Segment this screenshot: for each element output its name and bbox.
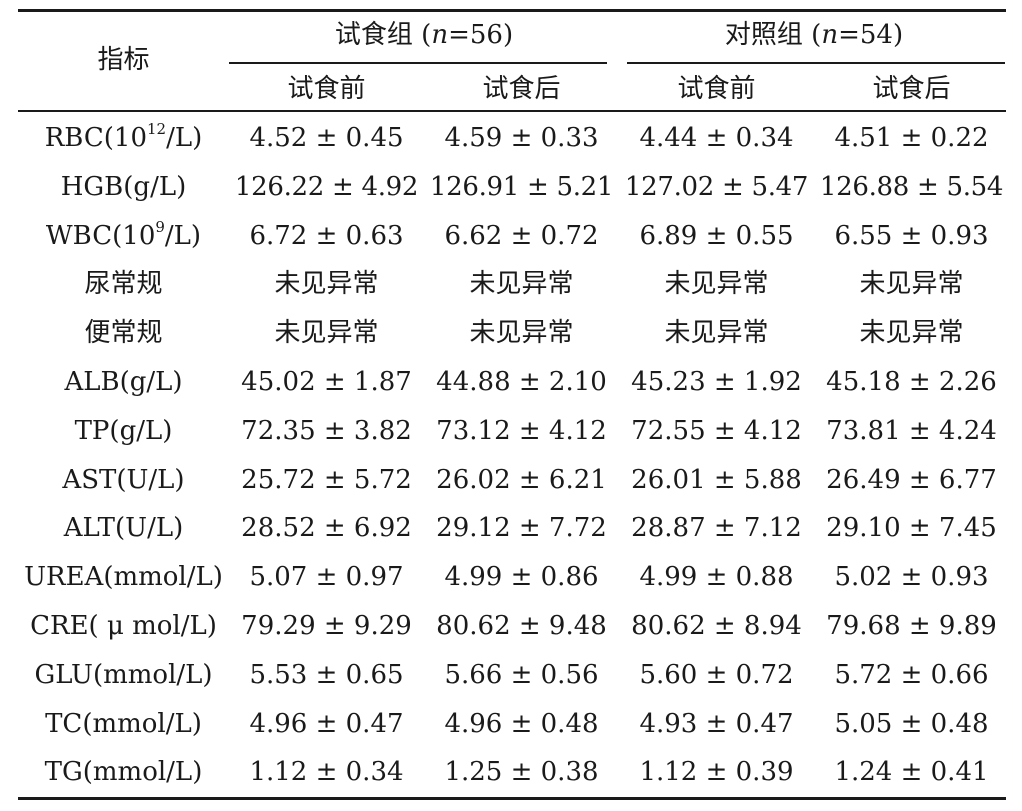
- table-cell: 未见异常: [859, 318, 964, 348]
- group-trial-rule: [229, 62, 607, 64]
- table-cell: 1.24 ± 0.41: [834, 757, 989, 787]
- table-cell: 4.99 ± 0.86: [444, 562, 599, 592]
- table-cell: 80.62 ± 8.94: [631, 611, 802, 641]
- table-row-label: ALT(U/L): [63, 513, 184, 543]
- table-cell: 未见异常: [274, 318, 379, 348]
- table-row-label: 尿常规: [84, 269, 163, 299]
- table-cell: 5.66 ± 0.56: [444, 660, 599, 690]
- table-row-label: 便常规: [84, 318, 163, 348]
- table-row-label: GLU(mmol/L): [34, 660, 213, 690]
- table-cell: 5.60 ± 0.72: [639, 660, 794, 690]
- table-cell: 79.68 ± 9.89: [826, 611, 997, 641]
- table-cell: 4.51 ± 0.22: [834, 123, 989, 153]
- table-top-rule: [18, 9, 1006, 12]
- table-cell: 25.72 ± 5.72: [241, 465, 412, 495]
- table-row-label: ALB(g/L): [64, 367, 183, 397]
- table-row-label: CRE( μ mol/L): [30, 611, 217, 641]
- table-cell: 4.59 ± 0.33: [444, 123, 599, 153]
- table-cell: 未见异常: [859, 269, 964, 299]
- subheader-control-after: 试食后: [872, 74, 951, 104]
- subheader-trial-after: 试食后: [482, 74, 561, 104]
- table-cell: 29.10 ± 7.45: [826, 513, 997, 543]
- table-cell: 79.29 ± 9.29: [241, 611, 412, 641]
- subheader-control-before: 试食前: [677, 74, 756, 104]
- table-cell: 6.89 ± 0.55: [639, 221, 794, 251]
- table-cell: 126.88 ± 5.54: [819, 172, 1004, 202]
- table-cell: 72.55 ± 4.12: [631, 416, 802, 446]
- table-cell: 28.52 ± 6.92: [241, 513, 412, 543]
- header-group-trial: 试食组 (n=56): [334, 20, 514, 50]
- header-indicator: 指标: [97, 45, 150, 75]
- table-cell: 5.05 ± 0.48: [834, 709, 989, 739]
- table-cell: 127.02 ± 5.47: [624, 172, 809, 202]
- table-row-label: UREA(mmol/L): [24, 562, 223, 592]
- table-cell: 73.12 ± 4.12: [436, 416, 607, 446]
- table-cell: 26.02 ± 6.21: [436, 465, 607, 495]
- table-cell: 6.72 ± 0.63: [249, 221, 404, 251]
- subheader-trial-before: 试食前: [287, 74, 366, 104]
- table-cell: 1.12 ± 0.39: [639, 757, 794, 787]
- table-row-label: RBC(1012/L): [44, 120, 203, 153]
- table-row-label: WBC(109/L): [45, 218, 202, 251]
- table-cell: 4.93 ± 0.47: [639, 709, 794, 739]
- table-cell: 72.35 ± 3.82: [241, 416, 412, 446]
- table-bottom-rule: [18, 797, 1006, 800]
- table-cell: 44.88 ± 2.10: [436, 367, 607, 397]
- table-cell: 5.07 ± 0.97: [249, 562, 404, 592]
- table-cell: 4.44 ± 0.34: [639, 123, 794, 153]
- table-cell: 未见异常: [469, 318, 574, 348]
- table-row-label: AST(U/L): [62, 465, 185, 495]
- table-cell: 126.22 ± 4.92: [234, 172, 419, 202]
- table-cell: 26.01 ± 5.88: [631, 465, 802, 495]
- table-cell: 1.12 ± 0.34: [249, 757, 404, 787]
- table-cell: 4.96 ± 0.47: [249, 709, 404, 739]
- table-cell: 45.02 ± 1.87: [241, 367, 412, 397]
- header-group-control: 对照组 (n=54): [724, 20, 904, 50]
- table-header-rule: [18, 110, 1006, 112]
- table-cell: 26.49 ± 6.77: [826, 465, 997, 495]
- table-cell: 126.91 ± 5.21: [429, 172, 614, 202]
- table-cell: 4.99 ± 0.88: [639, 562, 794, 592]
- table-cell: 45.18 ± 2.26: [826, 367, 997, 397]
- table-cell: 6.55 ± 0.93: [834, 221, 989, 251]
- table-cell: 6.62 ± 0.72: [444, 221, 599, 251]
- table-cell: 5.02 ± 0.93: [834, 562, 989, 592]
- table-cell: 45.23 ± 1.92: [631, 367, 802, 397]
- table-cell: 未见异常: [274, 269, 379, 299]
- table-cell: 73.81 ± 4.24: [826, 416, 997, 446]
- table-row-label: HGB(g/L): [60, 172, 187, 202]
- table-cell: 4.96 ± 0.48: [444, 709, 599, 739]
- table-cell: 5.72 ± 0.66: [834, 660, 989, 690]
- table-cell: 4.52 ± 0.45: [249, 123, 404, 153]
- table-row-label: TP(g/L): [74, 416, 173, 446]
- table-cell: 1.25 ± 0.38: [444, 757, 599, 787]
- table-cell: 80.62 ± 9.48: [436, 611, 607, 641]
- table-cell: 5.53 ± 0.65: [249, 660, 404, 690]
- table-cell: 28.87 ± 7.12: [631, 513, 802, 543]
- table-cell: 未见异常: [469, 269, 574, 299]
- table-cell: 未见异常: [664, 269, 769, 299]
- group-control-rule: [627, 62, 1005, 64]
- table-row-label: TC(mmol/L): [45, 709, 202, 739]
- table-row-label: TG(mmol/L): [44, 757, 203, 787]
- table-cell: 29.12 ± 7.72: [436, 513, 607, 543]
- table-cell: 未见异常: [664, 318, 769, 348]
